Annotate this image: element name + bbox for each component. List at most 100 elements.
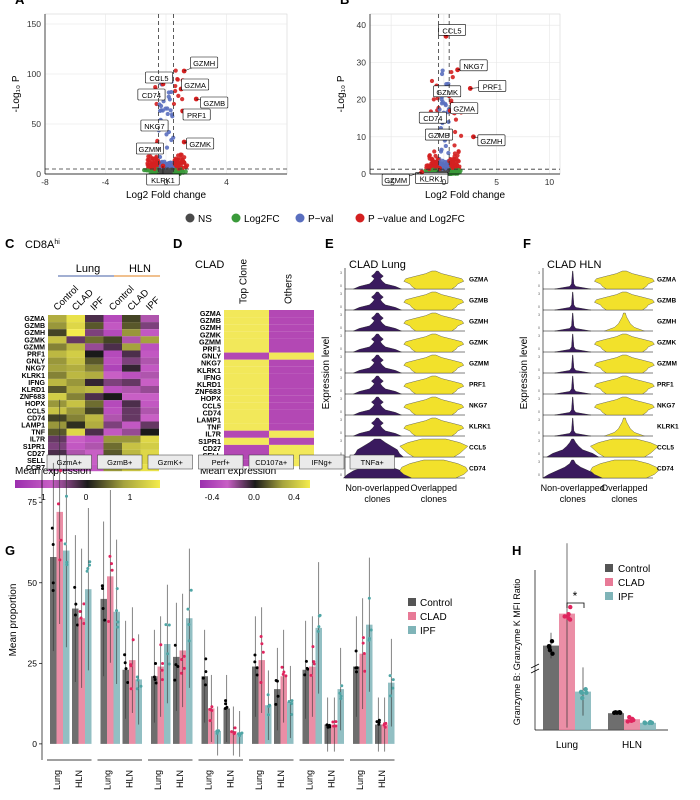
heatmap-cell — [103, 421, 122, 429]
heatmap-cell — [103, 414, 122, 422]
y-tick-label: 0 — [340, 431, 342, 435]
heatmap-cell — [224, 324, 269, 332]
facet-strip — [97, 454, 143, 470]
x-tick-label: 0 — [442, 177, 447, 187]
gene-label: GZMH — [193, 59, 215, 68]
heatmap-cell — [224, 310, 269, 318]
colorbar-tick: 0.0 — [248, 492, 260, 502]
violin-non-overlapped — [554, 396, 591, 416]
volcano-panel-B: CLAD vs ControlHLNtotal = 8890 variables… — [336, 13, 561, 201]
legend-swatch — [408, 626, 416, 634]
facet-strip — [147, 454, 193, 470]
sample-dot — [152, 675, 156, 679]
sample-dot — [201, 676, 205, 680]
gene-label: GZMA — [453, 105, 475, 114]
sample-dot — [204, 670, 208, 674]
gene-label: GZMB — [203, 99, 225, 108]
heatmap-cell — [103, 442, 122, 450]
sample-dot — [100, 584, 104, 588]
legend-swatch — [185, 213, 195, 223]
sample-dot — [88, 560, 92, 564]
facet-label: TNFa+ — [361, 458, 385, 467]
colorbar — [15, 480, 160, 488]
facet-strip — [198, 454, 244, 470]
heatmap-cell — [66, 393, 85, 401]
sample-dot — [110, 568, 114, 572]
legend-label: IPF — [420, 626, 436, 637]
violin-overlapped — [403, 270, 465, 290]
data-point — [446, 150, 451, 156]
sample-dot — [290, 702, 294, 706]
legend-label: IPF — [618, 592, 634, 603]
colorbar-tick: 1 — [128, 492, 133, 502]
row-label: ZNF683 — [20, 394, 45, 401]
heatmap-cell — [85, 464, 104, 472]
y-tick-label: 25 — [28, 658, 38, 668]
heatmap-cell — [140, 414, 159, 422]
heatmap-cell — [122, 414, 141, 422]
y-tick-label: 50 — [32, 119, 42, 129]
sample-dot — [290, 713, 294, 717]
sample-dot — [126, 681, 130, 685]
sample-dot — [78, 610, 82, 614]
data-point — [437, 107, 442, 112]
row-label: HOPX — [25, 401, 45, 408]
heatmap-cell — [103, 393, 122, 401]
data-point — [173, 83, 178, 89]
heatmap-cell — [140, 393, 159, 401]
data-point — [424, 165, 429, 170]
row-label: S1PR1 — [23, 444, 45, 451]
x-axis-label: Log2 Fold change — [425, 190, 506, 201]
panel-letter: H — [512, 543, 521, 558]
heatmap-cell — [224, 352, 269, 360]
heatmap-cell — [140, 428, 159, 436]
colorbar-tick: 0.4 — [288, 492, 300, 502]
sample-dot — [187, 622, 191, 626]
row-label: IFNG — [28, 380, 45, 387]
sample-dot — [627, 715, 632, 720]
sample-dot — [259, 681, 263, 685]
y-axis-label: -Log₁₀ P — [336, 75, 347, 112]
sample-dot — [354, 649, 358, 653]
row-label: IL7R — [205, 430, 221, 439]
heatmap-cell — [269, 388, 314, 396]
y-tick-label: 3 — [340, 418, 342, 422]
sample-dot — [612, 710, 617, 715]
row-label: GZMB — [200, 316, 221, 325]
violin-non-overlapped — [554, 354, 591, 374]
violin-non-overlapped — [353, 333, 402, 353]
gene-label: KLRK1 — [151, 176, 175, 185]
gene-label-box — [181, 78, 210, 91]
violin-overlapped — [590, 459, 659, 479]
x-tick-label: -4 — [102, 177, 110, 187]
heatmap-cell — [48, 386, 67, 394]
data-point — [166, 94, 171, 99]
y-axis-label: Mean proportion — [8, 584, 19, 657]
axis-break — [530, 668, 540, 674]
bar-panel-H: Granzyme B: Granzyme K MFI Ratio Lung HLN *… — [512, 543, 668, 751]
facet-label: GzmA+ — [57, 458, 83, 467]
heatmap-cell — [140, 421, 159, 429]
data-point — [453, 117, 459, 122]
x-category-label: Lung — [204, 770, 214, 790]
sample-dot — [154, 681, 158, 685]
sample-dot — [334, 720, 338, 724]
x-category-label: Lung — [556, 740, 578, 751]
gene-label-box — [478, 80, 507, 92]
sample-dot — [182, 654, 186, 658]
data-point — [439, 101, 445, 106]
data-point — [180, 157, 185, 162]
heatmap-cell — [224, 366, 269, 374]
sample-dot — [316, 629, 320, 633]
heatmap-cell — [122, 350, 141, 358]
sample-dot — [203, 683, 207, 687]
gene-label: NKG7 — [469, 403, 487, 410]
sample-dot — [135, 687, 139, 691]
y-tick-label: 0 — [538, 326, 540, 330]
heatmap-cell — [103, 386, 122, 394]
sample-dot — [123, 653, 127, 657]
violin-panel-E: CLAD Lung 0 3 GZMA 0 3 GZMB 0 3 GZMH 0 3 GZMK 0 3 GZMM 0… — [321, 259, 491, 504]
y-tick-label: 0 — [340, 347, 342, 351]
sample-dot — [355, 666, 359, 670]
y-axis-label: -Log₁₀ P — [11, 75, 22, 112]
